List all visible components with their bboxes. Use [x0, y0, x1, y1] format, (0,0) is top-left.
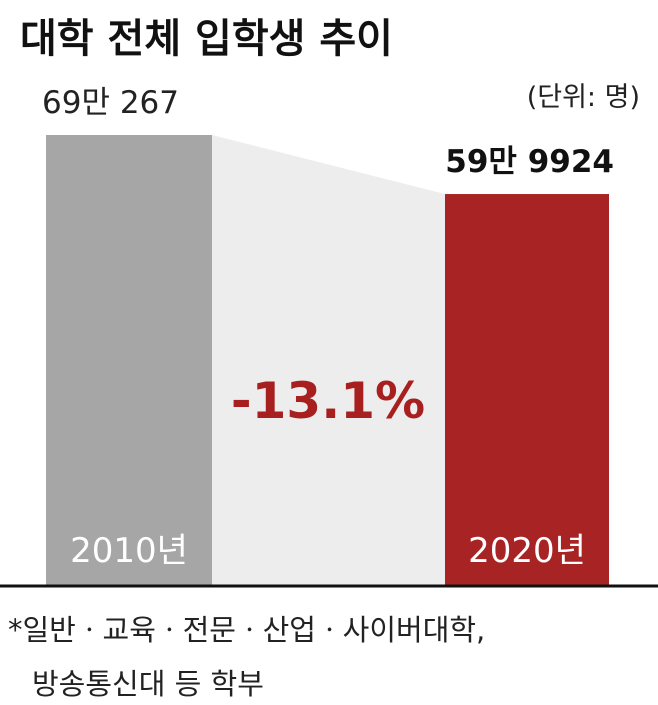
footnote-line-2: 방송통신대 등 학부 [32, 667, 264, 701]
bar-2020 [445, 194, 609, 586]
value-label-2020: 59만 9924 [445, 144, 614, 180]
unit-label: (단위: 명) [527, 82, 640, 113]
value-label-2010: 69만 267 [42, 85, 179, 121]
change-percent-label: -13.1% [231, 372, 425, 430]
footnote-line-1: *일반ㆍ교육ㆍ전문ㆍ산업ㆍ사이버대학, [8, 613, 485, 647]
bar-2010 [46, 135, 212, 586]
change-connector-area [212, 135, 445, 586]
x-label-2020: 2020년 [468, 531, 586, 571]
chart-title: 대학 전체 입학생 추이 [20, 16, 393, 62]
x-label-2010: 2010년 [70, 531, 188, 571]
